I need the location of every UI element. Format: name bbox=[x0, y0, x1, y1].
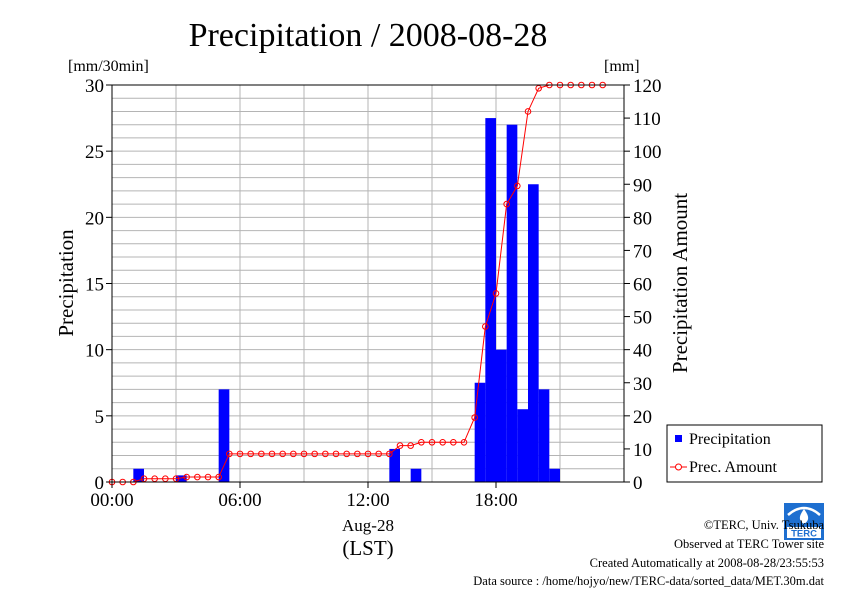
amount-point bbox=[140, 475, 148, 482]
amount-point bbox=[364, 450, 372, 458]
y2-tick-label: 10 bbox=[633, 440, 652, 461]
precipitation-bar bbox=[485, 118, 496, 482]
right-axis-unit: [mm] bbox=[604, 58, 640, 75]
y-tick-label: 30 bbox=[85, 76, 104, 97]
y2-axis-title: Precipitation Amount bbox=[668, 193, 692, 373]
amount-point bbox=[183, 473, 190, 481]
y-tick-label: 20 bbox=[85, 208, 104, 229]
y2-tick-label: 30 bbox=[633, 374, 652, 395]
y-tick-label: 15 bbox=[85, 275, 104, 296]
amount-point bbox=[258, 450, 265, 458]
precipitation-bar bbox=[176, 475, 187, 482]
x-axis-date-label: Aug-28 bbox=[342, 516, 394, 535]
terc-logo: TERC bbox=[784, 503, 824, 540]
amount-point bbox=[311, 450, 318, 458]
precipitation-bar bbox=[389, 448, 400, 482]
precipitation-bar bbox=[517, 409, 528, 482]
left-axis-unit: [mm/30min] bbox=[68, 58, 149, 75]
y2-tick-label: 20 bbox=[633, 407, 652, 428]
y-tick-label: 10 bbox=[85, 341, 104, 362]
x-tick-label: 00:00 bbox=[90, 490, 133, 511]
logo-text: TERC bbox=[791, 529, 817, 540]
amount-point bbox=[279, 450, 286, 458]
amount-point bbox=[194, 473, 201, 481]
x-tick-label: 12:00 bbox=[346, 490, 389, 511]
y-axis-title: Precipitation bbox=[54, 229, 78, 337]
amount-point bbox=[428, 439, 436, 446]
amount-point bbox=[418, 439, 425, 446]
precipitation-bar bbox=[474, 382, 486, 482]
precipitation-bar bbox=[538, 389, 550, 482]
precipitation-bar bbox=[506, 124, 518, 482]
amount-point bbox=[375, 450, 382, 458]
y2-tick-label: 60 bbox=[633, 275, 652, 296]
y2-tick-label: 120 bbox=[633, 76, 662, 97]
amount-point bbox=[343, 450, 350, 458]
amount-point bbox=[492, 290, 500, 297]
amount-point bbox=[471, 414, 478, 421]
amount-line-path bbox=[112, 84, 603, 483]
legend-precipitation: Precipitation bbox=[689, 431, 771, 448]
amount-point bbox=[236, 450, 244, 458]
amount-point bbox=[268, 450, 276, 458]
legend-bar-swatch bbox=[675, 435, 682, 442]
precipitation-bar bbox=[218, 389, 230, 482]
terc-logo-icon: TERC bbox=[784, 503, 824, 540]
axes: 0 5 10 15 20 25 30 0 10 20 30 40 50 60 70 80 90 100 110 120… bbox=[85, 76, 662, 511]
footer-created: Created Automatically at 2008-08-28/23:5… bbox=[589, 556, 824, 570]
amount-point bbox=[300, 450, 308, 458]
amount-point bbox=[386, 450, 393, 458]
amount-point bbox=[172, 475, 180, 482]
amount-point bbox=[247, 450, 254, 458]
precipitation-bar bbox=[549, 468, 560, 482]
footer-site: Observed at TERC Tower site bbox=[673, 537, 824, 551]
amount-point bbox=[354, 450, 361, 458]
y2-tick-label: 70 bbox=[633, 241, 652, 262]
y2-tick-label: 100 bbox=[633, 142, 662, 163]
amount-point bbox=[226, 450, 233, 458]
amount-point bbox=[514, 182, 521, 190]
legend: Precipitation Prec. Amount bbox=[666, 424, 823, 483]
y2-tick-label: 50 bbox=[633, 308, 652, 329]
legend-box bbox=[666, 424, 823, 483]
y-tick-label: 25 bbox=[85, 142, 104, 163]
y2-tick-label: 80 bbox=[633, 208, 652, 229]
amount-point bbox=[439, 439, 446, 446]
y-tick-label: 0 bbox=[95, 473, 105, 494]
amount-point bbox=[524, 108, 532, 115]
precipitation-bar bbox=[133, 468, 144, 482]
precipitation-bar bbox=[410, 468, 422, 482]
precipitation-bars bbox=[133, 118, 560, 482]
amount-point bbox=[322, 450, 329, 458]
amount-point bbox=[332, 450, 340, 458]
y2-tick-label: 40 bbox=[633, 341, 652, 362]
legend-prec-amount: Prec. Amount bbox=[689, 459, 778, 476]
footer-copyright: ©TERC, Univ. Tsukuba bbox=[703, 518, 824, 532]
amount-point bbox=[503, 200, 510, 208]
footer-source: Data source : /home/hojyo/new/TERC-data/… bbox=[473, 574, 824, 588]
y-tick-label: 5 bbox=[95, 407, 105, 428]
amount-point bbox=[450, 439, 457, 446]
amount-point bbox=[162, 475, 169, 482]
x-axis-zone-label: (LST) bbox=[342, 536, 393, 560]
x-tick-label: 06:00 bbox=[218, 490, 261, 511]
amount-point bbox=[396, 442, 404, 449]
y2-tick-label: 90 bbox=[633, 175, 652, 196]
y2-tick-label: 0 bbox=[633, 473, 643, 494]
legend-line-marker bbox=[675, 463, 682, 471]
chart-title: Precipitation / 2008-08-28 bbox=[189, 17, 548, 54]
amount-point bbox=[482, 323, 489, 330]
precipitation-bar bbox=[528, 184, 539, 482]
amount-point bbox=[215, 473, 222, 481]
y2-tick-label: 110 bbox=[633, 109, 661, 130]
amount-point bbox=[290, 450, 297, 458]
amount-point bbox=[204, 473, 212, 481]
amount-point bbox=[535, 85, 542, 92]
amount-point bbox=[460, 439, 468, 446]
x-tick-label: 18:00 bbox=[474, 490, 517, 511]
amount-point bbox=[407, 442, 414, 449]
amount-point bbox=[151, 475, 158, 482]
precipitation-bar bbox=[496, 349, 507, 482]
